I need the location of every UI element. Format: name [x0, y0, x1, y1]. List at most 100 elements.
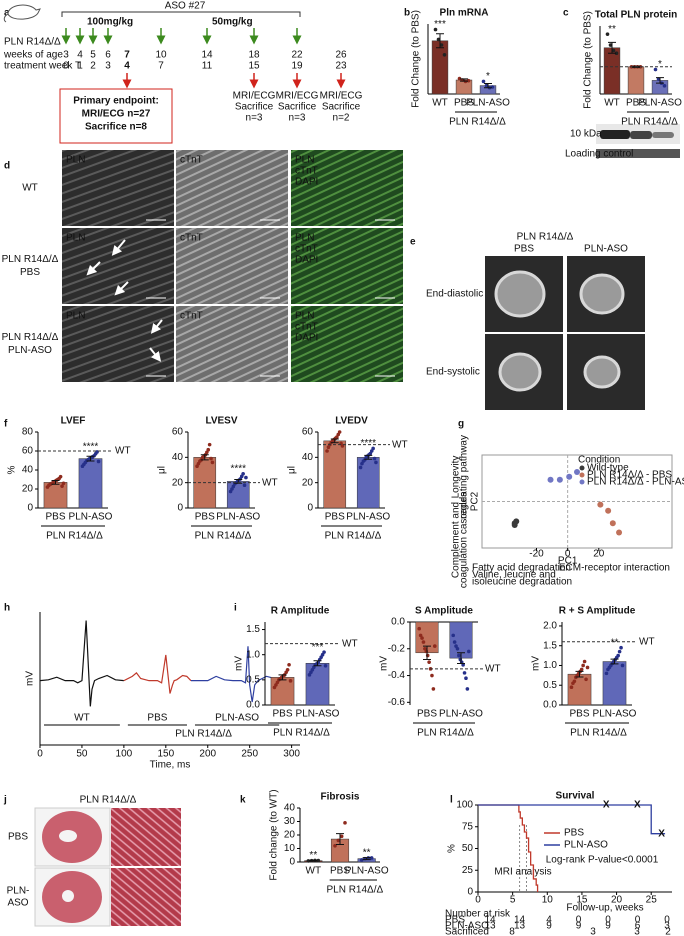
x-tick-label: 250 — [241, 749, 258, 760]
risk-value: 0 — [576, 915, 582, 926]
data-point — [611, 48, 616, 53]
series-label: PLN-ASO — [215, 713, 259, 724]
chart-title: R Amplitude — [271, 606, 330, 617]
risk-value: 14 — [484, 915, 496, 926]
data-point — [556, 476, 563, 483]
data-point — [609, 520, 616, 527]
error-bar — [436, 33, 444, 49]
data-point — [490, 85, 495, 89]
x-tick-label: PBS — [417, 709, 437, 720]
row-label: WT — [22, 183, 38, 194]
week-number: 18 — [248, 50, 260, 61]
x-tick-label: 20 — [611, 895, 623, 906]
y-tick-label: -0.6 — [388, 697, 406, 708]
ecg-trace — [39, 620, 124, 707]
stain-label: PLN — [295, 311, 314, 322]
data-point — [614, 51, 619, 55]
heart — [494, 270, 546, 318]
y-tick-label: 10 — [284, 843, 296, 854]
y-tick-label: 40 — [172, 452, 184, 463]
mri-row: End-systolic — [426, 367, 480, 378]
data-point — [457, 653, 461, 658]
y-tick-label: 75 — [462, 821, 474, 832]
significance: ** — [363, 847, 371, 858]
data-point — [206, 447, 211, 452]
chart-title: Survival — [556, 791, 595, 802]
endpoint-text: Sacrifice — [322, 102, 361, 113]
data-point — [306, 859, 311, 863]
y-axis-label: % — [7, 465, 18, 474]
data-point — [423, 646, 427, 651]
risk-value: 9 — [605, 921, 611, 932]
axis-annotation: Valine, leucine and — [472, 570, 556, 581]
data-point — [427, 660, 431, 664]
endpoint-text: MRI/ECG n=27 — [82, 109, 151, 120]
y-tick-label: 1.0 — [543, 660, 557, 671]
endpoint-text: MRI/ECG — [276, 91, 319, 102]
error-bar — [610, 658, 619, 665]
x-tick-label: PBS — [330, 866, 350, 877]
error-bar — [656, 77, 664, 84]
data-point — [207, 442, 212, 447]
significance: **** — [83, 442, 99, 453]
x-tick-label: PLN-ASO — [638, 98, 682, 109]
ventricle — [62, 890, 74, 902]
data-point — [343, 821, 347, 825]
y-tick-label: 0.5 — [543, 680, 557, 691]
y-tick-label: 2.0 — [543, 621, 557, 632]
data-point — [421, 640, 426, 644]
panel-label: d — [4, 161, 10, 172]
x-tick-label: 0 — [37, 749, 43, 760]
panel-label: b — [404, 8, 410, 19]
axis-annotation: coagulation cascades — [459, 492, 470, 588]
histology-title: PLN R14Δ/Δ — [80, 795, 137, 806]
data-point — [322, 650, 326, 654]
week-number: 14 — [201, 50, 213, 61]
y-tick-label: 0.5 — [246, 674, 260, 685]
risk-title: Number at risk — [445, 909, 511, 920]
data-point — [333, 844, 337, 848]
group-label: PLN R14Δ/Δ — [273, 728, 330, 739]
data-point — [418, 633, 423, 638]
dose-label: 100mg/kg — [87, 17, 133, 28]
micrograph — [291, 150, 403, 226]
legend-label: PLN-ASO — [564, 840, 608, 851]
panel-label: h — [4, 603, 10, 614]
blot-band — [652, 132, 674, 138]
treatment-week: 3 — [105, 61, 111, 72]
y-tick-label: 0 — [177, 503, 183, 514]
group-label: PLN R14Δ/Δ — [417, 728, 474, 739]
pointer-arrow — [149, 347, 162, 362]
stain-label: PLN — [66, 311, 85, 322]
data-point — [287, 662, 291, 667]
censor-mark: X — [634, 800, 641, 811]
risk-row-label: PBS — [445, 915, 465, 926]
x-tick-label: 10 — [542, 895, 554, 906]
row-label: PBS — [8, 832, 28, 843]
stain-label: PLN — [295, 233, 314, 244]
x-tick-label: WT — [306, 866, 322, 877]
panel-label: a — [4, 8, 10, 19]
panel-label: k — [240, 795, 246, 806]
micrograph — [176, 306, 288, 382]
data-point — [432, 644, 437, 648]
error-bar — [86, 455, 95, 462]
row-label: weeks of age — [3, 50, 63, 61]
week-number: 4 — [77, 50, 83, 61]
endpoint-text: Sacrifice — [278, 102, 317, 113]
y-axis-label: mV — [234, 656, 245, 671]
endpoint-title: Primary endpoint: — [73, 96, 159, 107]
y-tick-label: 40 — [22, 465, 34, 476]
x-tick-label: PLN-ASO — [216, 512, 260, 523]
error-bar — [484, 83, 492, 89]
chart-title: S Amplitude — [415, 606, 473, 617]
error-bar — [278, 674, 287, 681]
panel-label: f — [4, 419, 8, 430]
stain-label: PLN — [295, 155, 314, 166]
risk-value: 14 — [514, 915, 526, 926]
axis-annotation: isoleucine degradation — [472, 577, 572, 588]
panel-label: l — [450, 795, 453, 806]
error-bar — [364, 454, 373, 460]
data-point — [288, 679, 293, 683]
data-point — [241, 472, 245, 476]
